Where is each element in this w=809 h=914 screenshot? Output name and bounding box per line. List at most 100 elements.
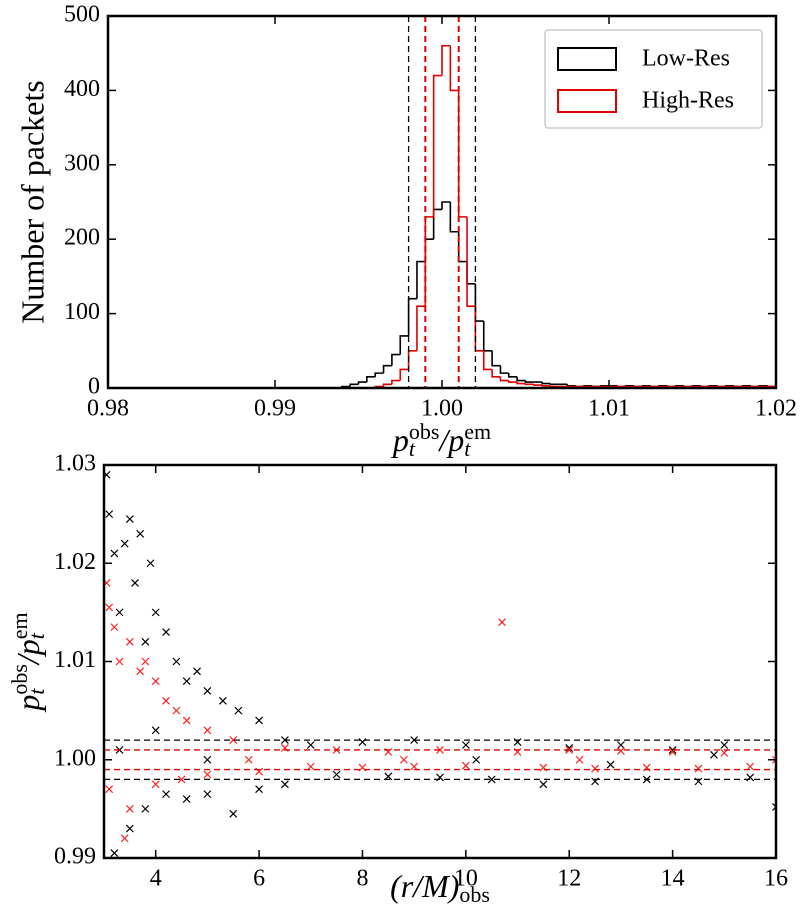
- scatter-point: [280, 780, 289, 789]
- label-part: /p: [10, 639, 46, 666]
- scatter-point: [193, 667, 201, 676]
- y-tick-label: 1.03: [54, 451, 96, 477]
- histogram-step: [499, 376, 509, 382]
- histogram-step: [524, 383, 534, 386]
- scatter-point: [255, 716, 264, 725]
- histogram-step: [524, 380, 534, 383]
- histogram-step: [382, 383, 392, 387]
- label-part: t: [464, 436, 471, 461]
- label-part: obs: [7, 664, 32, 695]
- y-tick-label: 0: [88, 374, 100, 400]
- legend-box: [544, 29, 763, 129]
- histogram-step: [508, 380, 518, 383]
- y-tick-label: 200: [64, 225, 100, 251]
- scatter-point: [720, 741, 729, 749]
- histogram-step: [416, 305, 426, 351]
- scatter-point: [461, 741, 470, 749]
- y-tick-label: 0.99: [54, 844, 96, 870]
- scatter-point: [125, 515, 134, 523]
- histogram-step: [432, 74, 442, 217]
- scatter-point: [487, 775, 496, 784]
- histogram-step: [366, 376, 376, 383]
- histogram-step: [508, 373, 518, 378]
- label-part: p: [391, 422, 409, 458]
- scatter-point: [203, 790, 212, 799]
- label-part: em: [7, 612, 32, 639]
- scatter-point: [229, 809, 238, 818]
- histogram-step: [441, 201, 451, 210]
- x-tick-label: 1.02: [755, 396, 797, 422]
- histogram-step: [391, 379, 401, 385]
- histogram-step: [491, 350, 501, 367]
- scatter-point: [575, 755, 584, 764]
- histogram-step: [449, 45, 459, 92]
- scatter-point: [177, 775, 186, 784]
- scatter-point: [172, 657, 181, 666]
- scatter-point: [110, 849, 119, 858]
- scatter-point: [120, 539, 129, 548]
- histogram-step: [449, 202, 459, 233]
- scatter-point: [616, 741, 625, 749]
- label-part: obs: [459, 882, 490, 907]
- scatter-point: [136, 667, 145, 676]
- x-tick-label: 14: [661, 866, 685, 892]
- scatter-point: [461, 761, 470, 770]
- histogram-step: [474, 306, 484, 352]
- histogram-step: [466, 261, 476, 285]
- scatter-point: [498, 618, 506, 627]
- scatter-point: [125, 804, 134, 813]
- scatter-point: [115, 608, 124, 617]
- scatter-point: [306, 741, 315, 749]
- scatter-point: [105, 785, 114, 794]
- histogram-step: [516, 382, 526, 385]
- histogram-step: [566, 384, 576, 387]
- scatter-point: [772, 802, 776, 811]
- label-part: t: [24, 688, 49, 695]
- x-tick-label: 16: [764, 866, 788, 892]
- legend-label: High-Res: [642, 88, 734, 114]
- histogram-step: [399, 368, 409, 381]
- histogram-step: [482, 350, 493, 371]
- scatter-point: [172, 706, 181, 715]
- scatter-point: [131, 578, 139, 587]
- scatter-point: [332, 770, 341, 779]
- scatter-point: [203, 726, 212, 735]
- scatter-point: [115, 657, 124, 666]
- histogram-step: [549, 383, 559, 386]
- label-part: (r/M): [390, 868, 459, 904]
- x-tick-label: 1.01: [588, 396, 630, 422]
- scatter-point: [203, 755, 212, 764]
- histogram-step: [533, 384, 543, 386]
- scatter-point: [151, 780, 160, 789]
- scatter-point: [162, 696, 170, 705]
- histogram-step: [424, 238, 434, 262]
- histogram-step: [432, 208, 442, 240]
- histogram-step: [382, 364, 392, 374]
- x-tick-label: 8: [356, 866, 368, 892]
- y-axis-label: ptobs/ptem: [7, 612, 48, 712]
- scatter-point: [125, 637, 134, 646]
- points: [104, 470, 776, 858]
- scatter-point: [539, 780, 548, 789]
- histogram-step: [482, 321, 493, 352]
- scatter-point: [772, 755, 776, 764]
- scatter-point: [203, 687, 212, 695]
- histogram-step: [399, 335, 409, 355]
- histogram-step: [441, 44, 451, 76]
- histogram-step: [541, 384, 551, 387]
- y-tick-label: 300: [64, 150, 100, 176]
- scatter-point: [399, 755, 408, 764]
- scatter-point: [136, 529, 145, 538]
- scatter-point: [182, 716, 191, 725]
- scatter-point: [606, 760, 615, 769]
- y-tick-label: 500: [64, 2, 100, 28]
- scatter-point: [146, 559, 155, 568]
- scatter-point: [255, 785, 264, 794]
- scatter-point: [110, 549, 119, 558]
- scatter-point: [182, 677, 191, 686]
- label-part: obs: [409, 419, 440, 444]
- x-tick-label: 10: [454, 866, 478, 892]
- scatter-point: [105, 603, 114, 612]
- y-tick-label: 1.02: [54, 549, 96, 575]
